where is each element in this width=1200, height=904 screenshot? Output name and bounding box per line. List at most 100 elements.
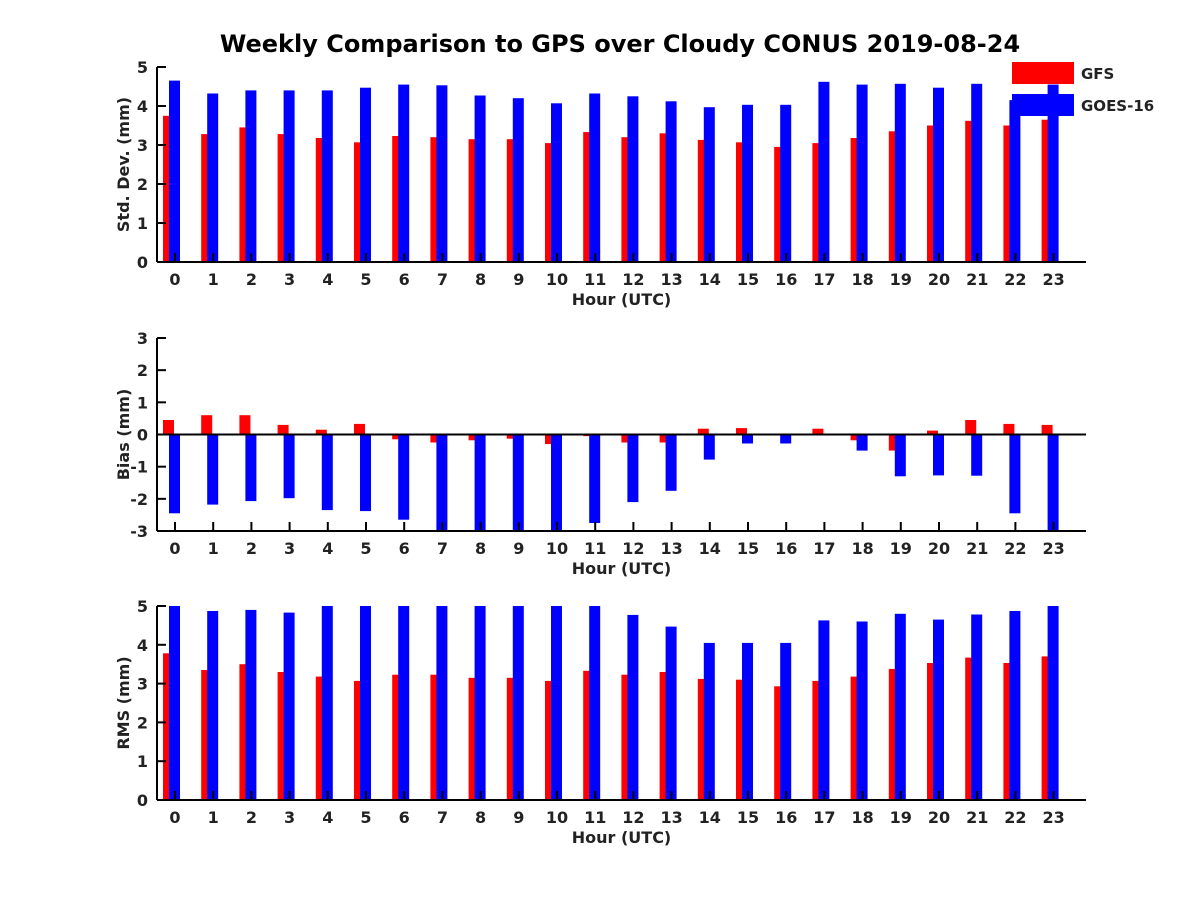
x-tick-label: 0: [169, 270, 180, 289]
bar-goes-16-0: [169, 434, 180, 514]
bar-goes-16-3: [283, 90, 295, 263]
x-tick-label: 6: [399, 808, 410, 827]
bar-goes-16-9: [512, 606, 524, 800]
bar-gfs-4: [315, 676, 327, 800]
bar-gfs-14: [697, 678, 709, 800]
bar-goes-16-13: [665, 626, 677, 800]
x-axis-label: Hour (UTC): [572, 828, 672, 847]
x-tick-label: 1: [208, 539, 219, 558]
bar-gfs-8: [468, 434, 480, 441]
bar-goes-16-9: [512, 98, 524, 262]
x-tick-label: 6: [399, 270, 410, 289]
bar-goes-16-6: [398, 606, 410, 800]
bar-gfs-12: [621, 674, 633, 800]
bar-goes-16-10: [551, 103, 562, 262]
bar-gfs-18: [850, 434, 862, 441]
y-tick-label: -2: [130, 490, 148, 509]
x-tick-label: 0: [169, 808, 180, 827]
bar-goes-16-7: [436, 434, 448, 531]
x-tick-label: 1: [208, 808, 219, 827]
bar-gfs-11: [583, 132, 595, 262]
bar-gfs-13: [659, 133, 671, 262]
bar-goes-16-6: [398, 84, 410, 262]
bar-gfs-17: [812, 428, 824, 435]
bar-gfs-10: [545, 434, 556, 445]
bar-gfs-6: [392, 674, 404, 800]
x-tick-label: 9: [513, 270, 524, 289]
legend-label-gfs: GFS: [1081, 65, 1114, 83]
x-tick-label: 2: [246, 539, 257, 558]
x-tick-label: 22: [1004, 808, 1026, 827]
x-tick-label: 20: [928, 539, 950, 558]
bar-gfs-22: [1003, 125, 1015, 262]
y-tick-label: 1: [137, 393, 148, 412]
x-axis-label: Hour (UTC): [572, 290, 672, 309]
bar-gfs-4: [315, 138, 327, 262]
x-tick-label: 13: [660, 270, 682, 289]
bar-goes-16-7: [436, 606, 448, 800]
bar-gfs-2: [239, 664, 251, 800]
bar-goes-16-10: [551, 606, 562, 800]
bar-goes-16-14: [703, 434, 715, 460]
bar-goes-16-4: [321, 90, 333, 263]
bar-goes-16-20: [933, 619, 944, 800]
bar-gfs-12: [621, 434, 633, 443]
bar-gfs-23: [1041, 424, 1053, 435]
bar-goes-16-10: [551, 434, 562, 531]
x-tick-label: 11: [584, 270, 606, 289]
bar-goes-16-22: [1009, 611, 1021, 800]
bar-goes-16-1: [207, 93, 219, 262]
bar-goes-16-11: [589, 606, 601, 800]
bar-goes-16-22: [1009, 100, 1021, 262]
x-tick-label: 5: [360, 808, 371, 827]
bar-goes-16-19: [894, 613, 906, 800]
x-tick-label: 17: [813, 539, 835, 558]
x-tick-label: 16: [775, 270, 797, 289]
x-tick-label: 7: [437, 270, 448, 289]
x-tick-label: 8: [475, 808, 486, 827]
bar-goes-16-0: [169, 606, 180, 800]
bar-gfs-5: [354, 680, 365, 800]
x-tick-label: 3: [284, 539, 295, 558]
bar-goes-16-1: [207, 611, 219, 800]
bar-goes-16-17: [818, 81, 830, 262]
bar-goes-16-4: [321, 606, 333, 800]
bar-gfs-1: [201, 134, 213, 262]
bar-goes-16-16: [780, 434, 792, 444]
y-tick-label: 2: [137, 175, 148, 194]
x-tick-label: 2: [246, 808, 257, 827]
bar-goes-16-2: [245, 434, 257, 502]
bar-goes-16-3: [283, 612, 295, 800]
bar-gfs-13: [659, 434, 671, 443]
bar-gfs-10: [545, 143, 556, 262]
y-axis-label: Std. Dev. (mm): [114, 97, 133, 232]
bar-goes-16-2: [245, 609, 257, 800]
bar-goes-16-16: [780, 642, 792, 800]
bar-gfs-0: [163, 653, 174, 800]
bar-gfs-21: [965, 120, 977, 262]
x-tick-label: 11: [584, 539, 606, 558]
bar-gfs-1: [201, 415, 213, 435]
x-tick-label: 12: [622, 270, 644, 289]
bar-gfs-0: [163, 420, 174, 435]
x-tick-label: 4: [322, 539, 333, 558]
bar-gfs-19: [888, 131, 900, 262]
x-tick-label: 17: [813, 270, 835, 289]
bar-gfs-2: [239, 127, 251, 263]
x-tick-label: 17: [813, 808, 835, 827]
bar-goes-16-5: [360, 87, 371, 262]
bar-gfs-8: [468, 139, 480, 262]
bar-gfs-10: [545, 680, 556, 800]
bar-gfs-8: [468, 677, 480, 800]
bar-gfs-23: [1041, 119, 1053, 262]
legend-swatch-gfs: [1012, 62, 1074, 84]
bar-goes-16-4: [321, 434, 333, 511]
x-tick-label: 18: [851, 539, 873, 558]
bar-gfs-19: [888, 668, 900, 800]
x-tick-label: 9: [513, 808, 524, 827]
bar-goes-16-15: [742, 104, 753, 262]
bar-goes-16-0: [169, 80, 180, 262]
bar-gfs-18: [850, 138, 862, 262]
